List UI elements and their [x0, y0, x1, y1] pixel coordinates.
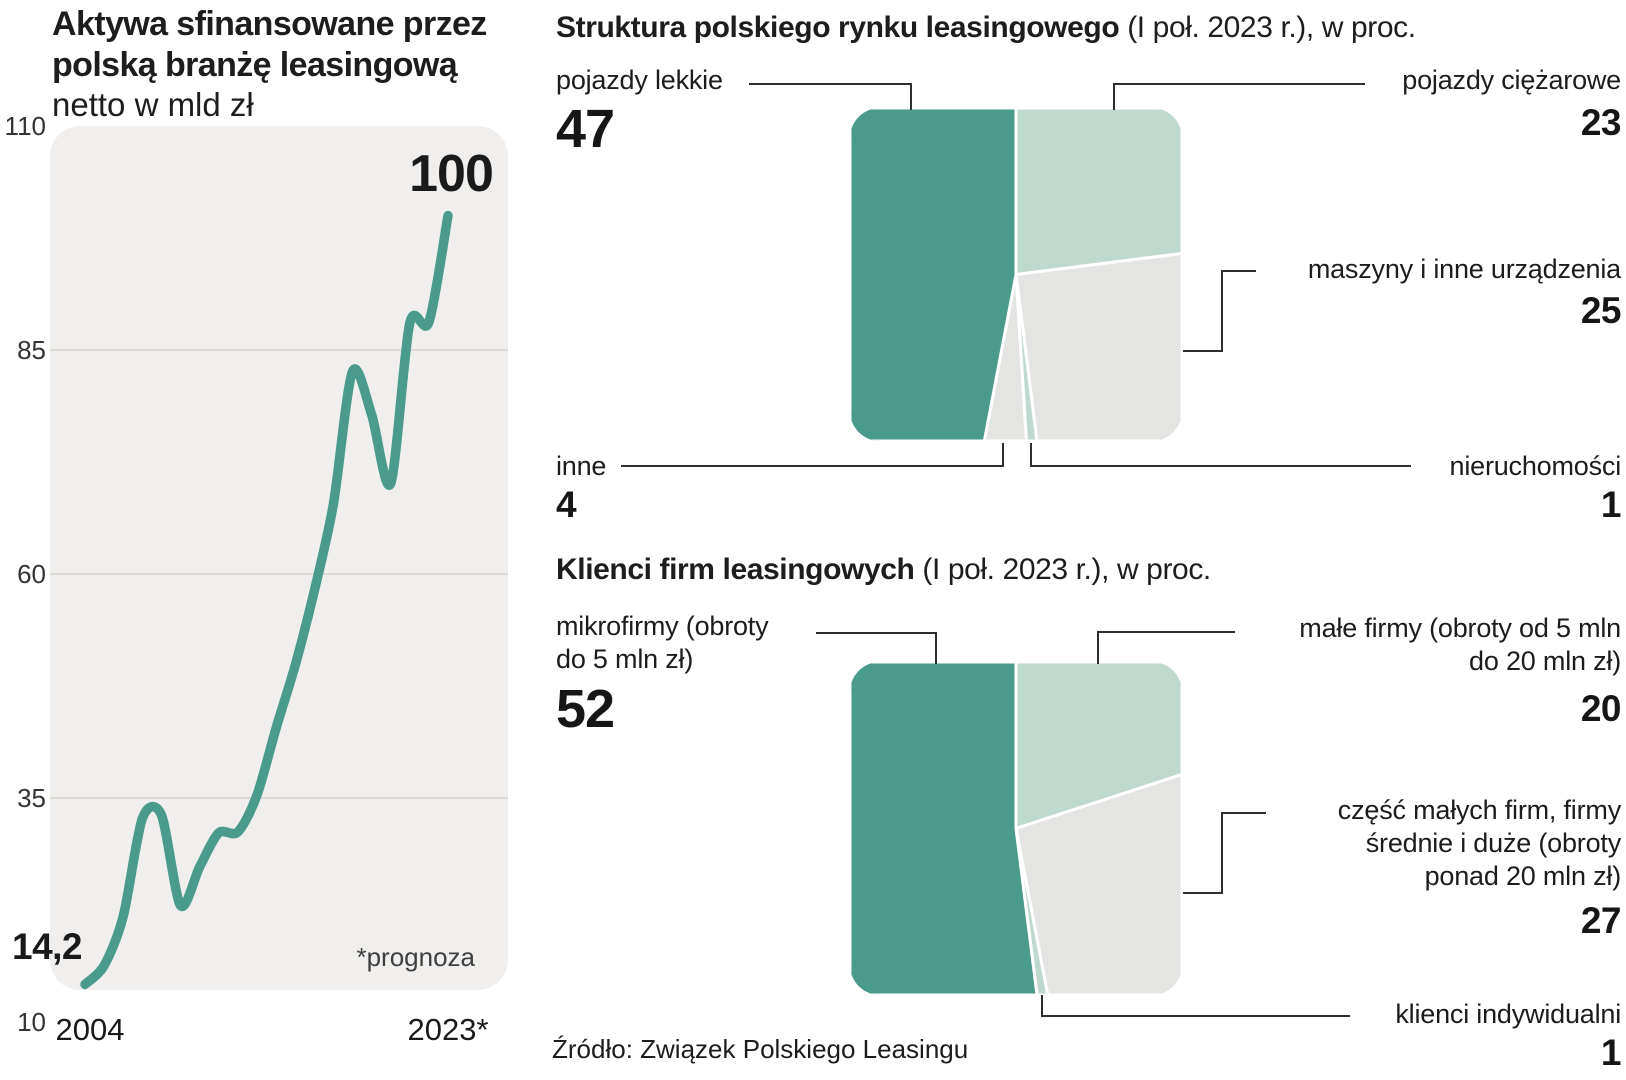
slice-label-czesc-line3: ponad 20 mln zł): [1424, 861, 1622, 891]
y-axis-tick-label: 60: [17, 559, 46, 589]
slice-value-pojazdy-lekkie: 47: [556, 99, 615, 159]
slice-label-pojazdy-ciezarowe: pojazdy ciężarowe: [1402, 65, 1621, 95]
forecast-footnote: *prognoza: [356, 942, 475, 972]
slice-label-inne: inne: [556, 451, 607, 481]
x-axis-label-last: 2023*: [407, 1012, 489, 1047]
slice-value-klienci-indywidualni: 1: [1600, 1032, 1622, 1073]
connector-czesc-malych-firm: [1183, 812, 1266, 894]
slice-value-czesc-malych-firm: 27: [1580, 900, 1622, 941]
line-start-value-label: 14,2: [12, 926, 83, 967]
slice-value-mikrofirmy: 52: [556, 679, 615, 739]
clients-chart-title-rest: (I poł. 2023 r.), w proc.: [914, 553, 1211, 586]
line-end-value-label: 100: [409, 145, 494, 203]
y-axis-tick-label: 85: [17, 335, 46, 365]
connector-klienci-indywidualni: [1041, 995, 1350, 1017]
y-axis-tick-label: 10: [17, 1007, 46, 1037]
connector-pojazdy-ciezarowe: [1113, 83, 1365, 110]
left-chart-title: Aktywa sfinansowane przez polską branżę …: [52, 4, 487, 86]
slice-label-maszyny: maszyny i inne urządzenia: [1307, 254, 1621, 284]
slice-label-male-firmy-line2: do 20 mln zł): [1469, 646, 1621, 676]
left-chart-title-line2: polską branżę leasingową: [52, 46, 458, 84]
structure-chart-title-bold: Struktura polskiego rynku leasingowego: [556, 11, 1120, 44]
slice-label-klienci-indywidualni: klienci indywidualni: [1395, 999, 1621, 1029]
slice-label-male-firmy: małe firmy (obroty od 5 mln do 20 mln zł…: [1299, 612, 1621, 678]
slice-value-male-firmy: 20: [1580, 688, 1622, 729]
connector-pojazdy-lekkie: [749, 83, 912, 110]
left-chart-title-line1: Aktywa sfinansowane przez: [52, 5, 487, 43]
clients-chart-title: Klienci firm leasingowych (I poł. 2023 r…: [556, 552, 1211, 588]
clients-square-pie: [850, 662, 1182, 995]
y-axis-tick-label: 110: [4, 111, 46, 141]
slice-value-inne: 4: [556, 484, 577, 525]
connector-inne: [621, 443, 1004, 467]
x-axis-label-first: 2004: [55, 1012, 125, 1047]
connector-maszyny: [1183, 270, 1256, 352]
connector-nieruchomosci: [1030, 443, 1411, 467]
slice-value-maszyny: 25: [1580, 290, 1622, 331]
slice-label-mikrofirmy-line1: mikrofirmy (obroty: [556, 611, 769, 641]
structure-square-pie: [850, 108, 1182, 441]
connector-male-firmy: [1097, 631, 1235, 664]
slice-label-nieruchomosci: nieruchomości: [1449, 451, 1622, 481]
source-credit: Źródło: Związek Polskiego Leasingu: [552, 1034, 969, 1064]
slice-label-czesc-malych-firm: część małych firm, firmy średnie i duże …: [1338, 794, 1621, 893]
slice-label-pojazdy-lekkie: pojazdy lekkie: [556, 65, 723, 95]
slice-value-nieruchomosci: 1: [1600, 484, 1622, 525]
clients-chart-title-bold: Klienci firm leasingowych: [556, 553, 915, 586]
slice-label-czesc-line1: część małych firm, firmy: [1337, 795, 1621, 825]
y-axis-tick-label: 35: [17, 783, 46, 813]
structure-chart-title-rest: (I poł. 2023 r.), w proc.: [1119, 11, 1416, 44]
slice-label-mikrofirmy: mikrofirmy (obroty do 5 mln zł): [556, 610, 769, 676]
slice-label-mikrofirmy-line2: do 5 mln zł): [556, 644, 694, 674]
slice-label-male-firmy-line1: małe firmy (obroty od 5 mln: [1299, 613, 1621, 643]
connector-mikrofirmy: [816, 632, 937, 664]
line-chart-plot-area: [50, 126, 508, 990]
left-chart-subtitle: netto w mld zł: [52, 86, 254, 123]
structure-chart-title: Struktura polskiego rynku leasingowego (…: [556, 10, 1416, 46]
slice-label-czesc-line2: średnie i duże (obroty: [1365, 828, 1621, 858]
slice-value-pojazdy-ciezarowe: 23: [1580, 102, 1622, 143]
